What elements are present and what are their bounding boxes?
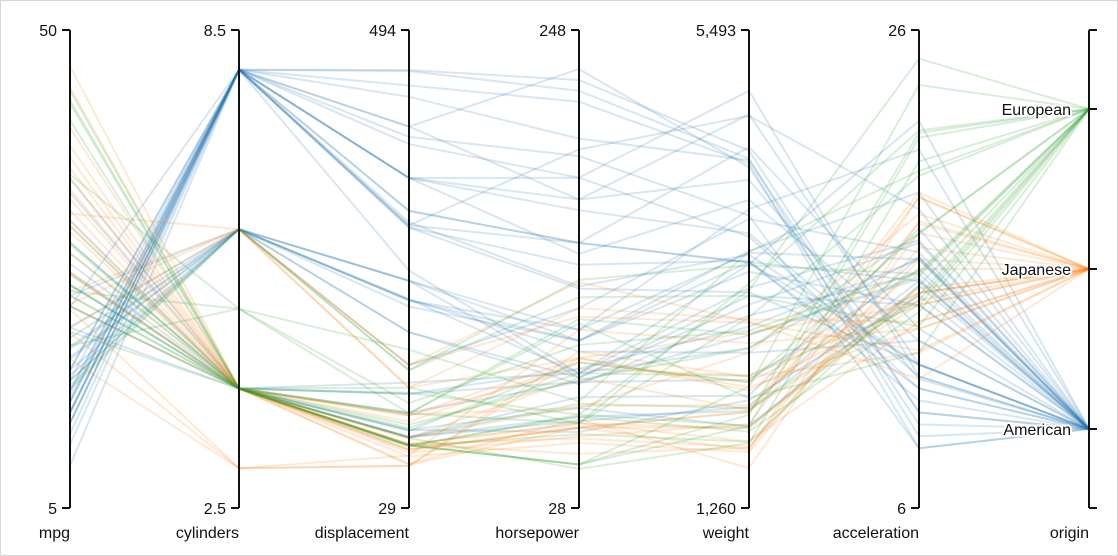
axis-weight: 5,493 1,260 weight: [696, 23, 750, 542]
tick-label-max-weight: 5,493: [696, 23, 736, 40]
axis-label-weight: weight: [702, 525, 750, 542]
tick-label-min-horsepower: 28: [548, 501, 566, 518]
tick-label-min-displacement: 29: [378, 501, 396, 518]
tick-label-min-mpg: 5: [48, 501, 57, 518]
axis-origin: European Japanese American origin: [1000, 29, 1097, 542]
tick-label-min-acceleration: 6: [897, 501, 906, 518]
axis-label-acceleration: acceleration: [833, 525, 919, 542]
tick-label-min-cylinders: 2.5: [204, 501, 226, 518]
axis-acceleration: 26 6 acceleration: [833, 23, 920, 542]
axis-label-cylinders: cylinders: [176, 525, 239, 542]
axis-cylinders: 8.5 2.5 cylinders: [176, 23, 240, 542]
axis-label-origin: origin: [1050, 525, 1089, 542]
tick-label-max-displacement: 494: [369, 23, 396, 40]
tick-label-min-weight: 1,260: [696, 501, 736, 518]
category-label-japanese: Japanese: [1002, 262, 1071, 279]
axes: 50 5 mpg 8.5 2.5 cylinders 494 29 displacement 24…: [39, 23, 1097, 542]
axis-label-mpg: mpg: [39, 525, 70, 542]
tick-label-max-horsepower: 248: [539, 23, 566, 40]
category-label-american: American: [1003, 422, 1071, 439]
tick-label-max-mpg: 50: [39, 23, 57, 40]
axis-mpg: 50 5 mpg: [39, 23, 71, 542]
axis-label-displacement: displacement: [315, 525, 410, 542]
category-label-european: European: [1002, 102, 1071, 119]
axis-displacement: 494 29 displacement: [315, 23, 410, 542]
tick-label-max-acceleration: 26: [888, 23, 906, 40]
axis-horsepower: 248 28 horsepower: [495, 23, 580, 542]
axis-label-horsepower: horsepower: [495, 525, 579, 542]
tick-label-max-cylinders: 8.5: [204, 23, 226, 40]
